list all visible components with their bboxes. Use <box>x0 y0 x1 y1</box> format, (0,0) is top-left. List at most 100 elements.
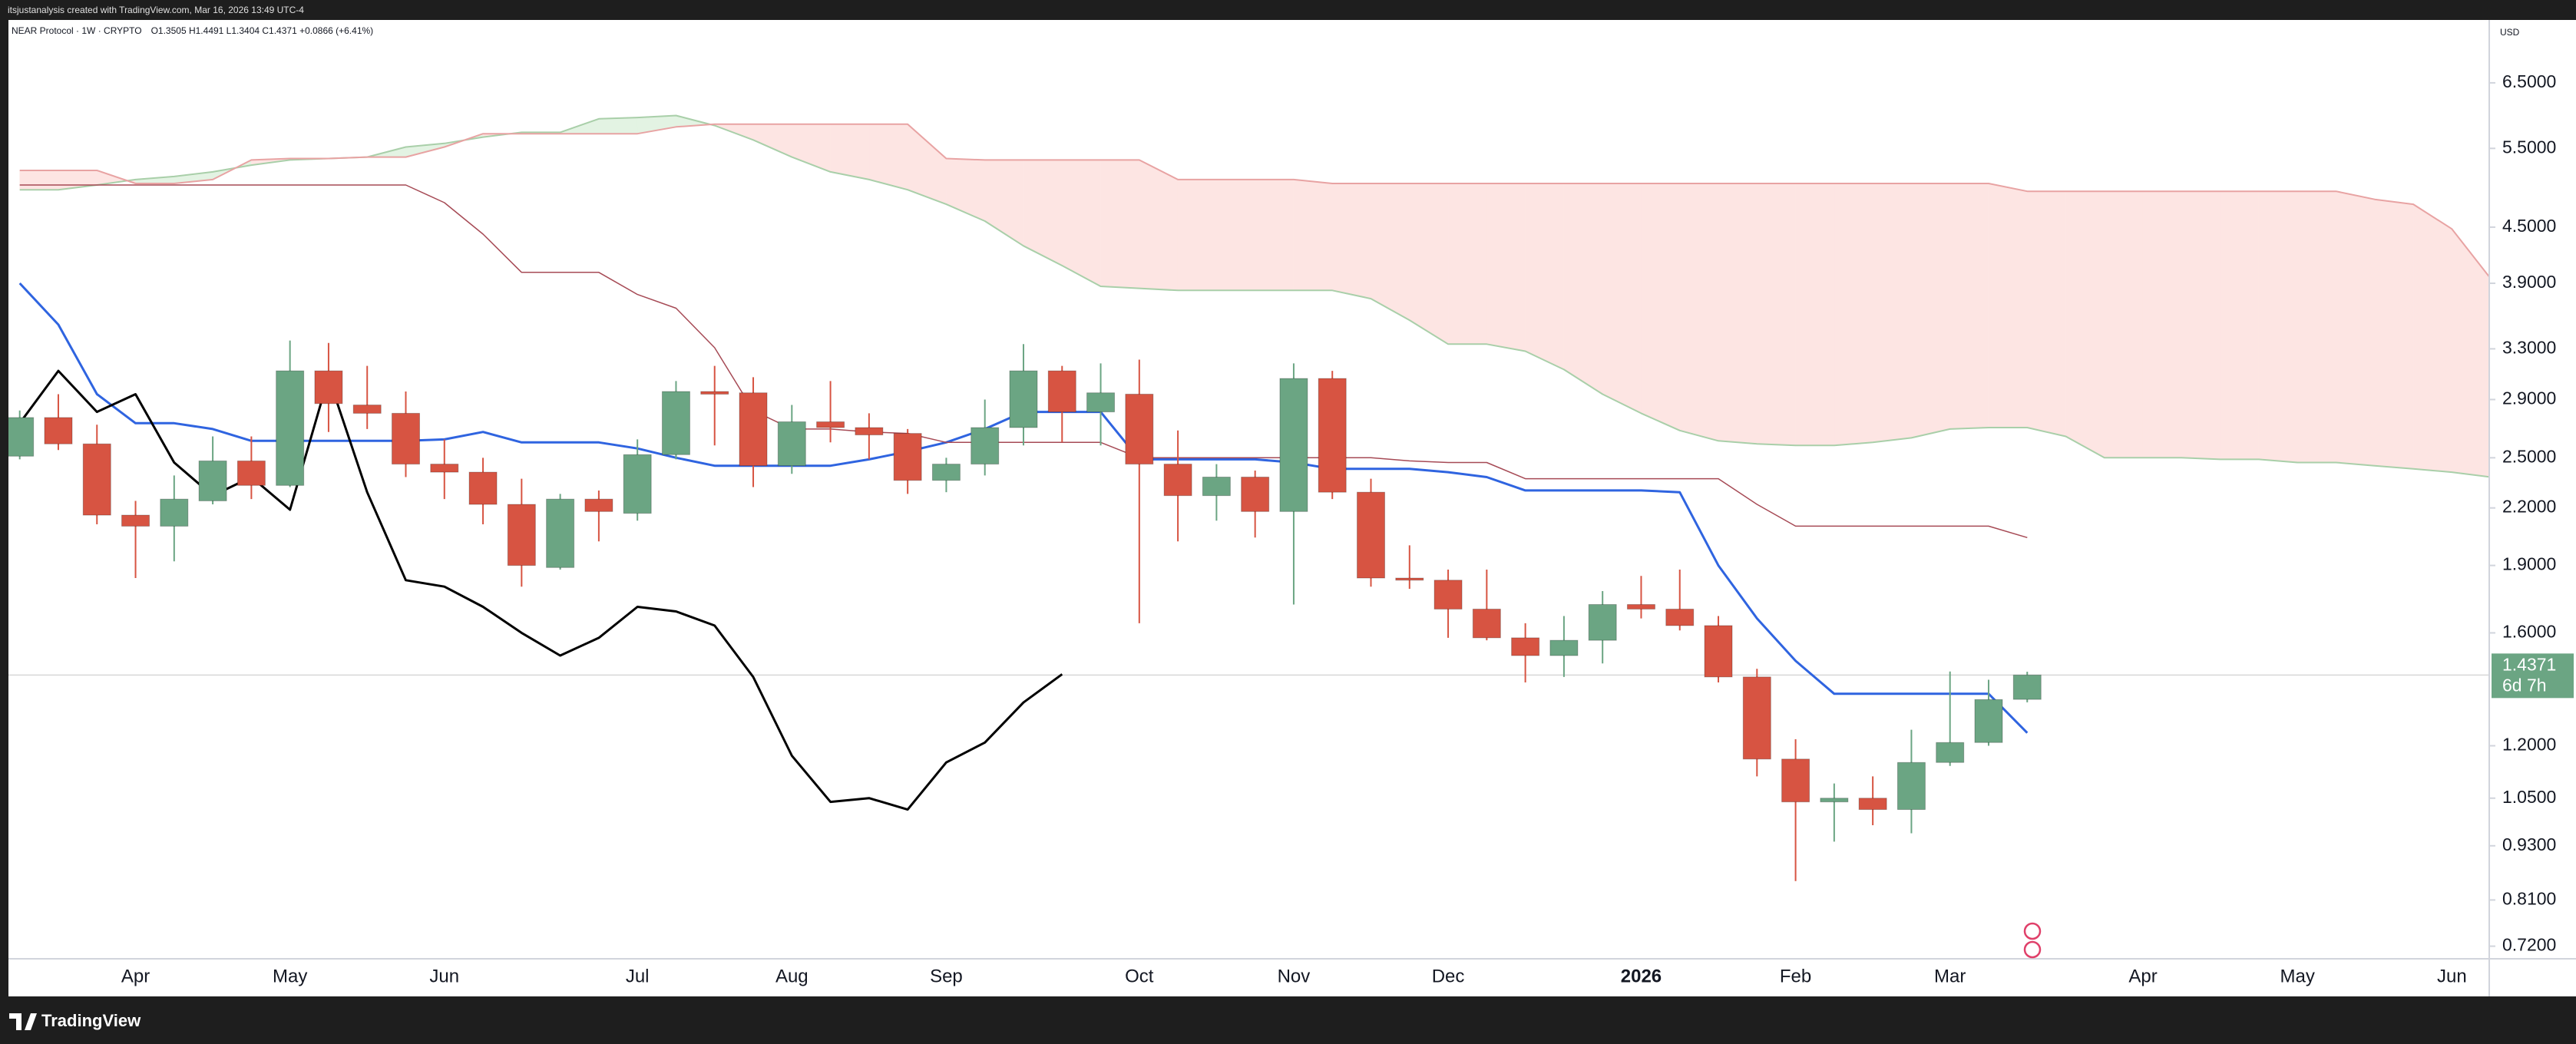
event-icon[interactable] <box>2023 922 2042 940</box>
cloud-fill <box>1718 183 1758 444</box>
cloud-fill <box>1409 183 1449 345</box>
cloud-fill <box>1641 183 1680 431</box>
candle-body <box>1472 608 1501 639</box>
cloud-fill <box>2336 190 2376 466</box>
y-tick-label: 6.5000 <box>2502 71 2556 91</box>
cloud-fill <box>1795 183 1835 446</box>
currency-label: USD <box>2500 27 2520 38</box>
cloud-fill <box>2412 203 2452 473</box>
candle-body <box>468 471 498 505</box>
candle-body <box>546 498 575 568</box>
candle-body <box>1241 476 1270 512</box>
candle-body <box>314 370 343 405</box>
y-tick-label: 2.2000 <box>2502 497 2556 517</box>
candle-body <box>584 498 613 512</box>
candle-body <box>855 427 884 436</box>
candle-body <box>1279 378 1308 512</box>
cloud-span-a <box>19 114 2489 478</box>
x-tick-label: Sep <box>930 966 963 986</box>
cloud-fill <box>1872 183 1912 443</box>
cloud-fill <box>2258 190 2298 463</box>
y-tick-label: 1.6000 <box>2502 622 2556 642</box>
x-tick-label: Jun <box>2437 966 2467 986</box>
x-tick-label: 2026 <box>1621 966 1662 986</box>
brand-logo <box>9 1013 37 1030</box>
cloud-fill <box>19 170 59 190</box>
y-tick-label: 2.9000 <box>2502 388 2556 408</box>
cloud-fill <box>1757 183 1796 446</box>
candle-body <box>352 405 382 414</box>
y-tick-label: 0.7200 <box>2502 935 2556 955</box>
candle-body <box>2012 674 2042 700</box>
candle-body <box>1549 639 1579 656</box>
candle-body <box>1858 798 1887 811</box>
y-tick-label: 1.2000 <box>2502 735 2556 755</box>
candle-body <box>430 464 459 473</box>
candle-body <box>1781 758 1810 803</box>
candle-body <box>507 504 536 567</box>
candle-body <box>1511 637 1540 656</box>
candle-body <box>1357 491 1385 579</box>
cloud-fill <box>1525 183 1565 370</box>
candle-body <box>1202 476 1231 497</box>
x-tick-label: Dec <box>1432 966 1465 986</box>
candle-body <box>971 427 1000 465</box>
candle-body <box>816 421 845 428</box>
cloud-fill <box>1988 183 2028 428</box>
cloud-fill <box>598 117 638 134</box>
cloud-fill <box>1447 183 1487 345</box>
cloud-fill <box>2027 190 2066 437</box>
y-tick-label: 4.5000 <box>2502 216 2556 236</box>
candle-body <box>236 460 266 486</box>
x-tick-label: Apr <box>121 966 150 986</box>
cloud-fill <box>1177 179 1217 291</box>
candle-body <box>1665 608 1695 626</box>
indicator-line <box>18 369 1063 811</box>
x-tick-label: Nov <box>1278 966 1311 986</box>
candle-body <box>121 514 150 527</box>
cloud-fill <box>2142 190 2182 458</box>
footer-bar <box>0 996 2576 1044</box>
x-tick-label: May <box>2280 966 2315 986</box>
candle-body <box>1009 370 1038 428</box>
cloud-fill <box>1371 183 1410 321</box>
cloud-fill <box>1331 183 1371 299</box>
y-tick-label: 3.3000 <box>2502 337 2556 357</box>
cloud-span-b <box>19 123 2489 279</box>
plot-layer <box>8 114 2489 881</box>
plot-area <box>8 114 2489 881</box>
cloud-fill <box>1100 160 1140 289</box>
y-tick-label: 2.5000 <box>2502 446 2556 466</box>
candle-body <box>739 392 768 467</box>
candle-body <box>44 417 73 444</box>
candle-body <box>1318 378 1347 493</box>
candle-body <box>1742 676 1771 760</box>
candle-body <box>1626 603 1655 610</box>
candle-body <box>777 421 806 467</box>
ohlc-text: O1.3505 H1.4491 L1.3404 C1.4371 +0.0866 … <box>151 25 374 36</box>
y-tick-label: 5.5000 <box>2502 137 2556 157</box>
x-tick-label: Mar <box>1934 966 1966 986</box>
price-tag-countdown: 6d 7h <box>2502 675 2547 695</box>
candle-body <box>1896 762 1926 811</box>
cloud-fill <box>2181 190 2221 460</box>
candle-body <box>392 412 420 465</box>
x-tick-label: May <box>273 966 307 986</box>
top-bar <box>0 0 2576 20</box>
event-icon[interactable] <box>2023 940 2042 959</box>
candle-body <box>1086 392 1116 413</box>
cloud-fill <box>2065 190 2105 458</box>
x-tick-label: Jul <box>626 966 650 986</box>
candle-body <box>623 454 652 514</box>
candle-body <box>8 417 35 457</box>
cloud-fill <box>2374 199 2414 470</box>
candle-body <box>700 391 729 395</box>
candle-body <box>1125 393 1154 465</box>
x-tick-label: Oct <box>1125 966 1154 986</box>
y-tick-label: 0.8100 <box>2502 888 2556 908</box>
candle-body <box>1047 370 1076 413</box>
candle-body <box>1974 699 2003 743</box>
candle-body <box>661 391 690 455</box>
